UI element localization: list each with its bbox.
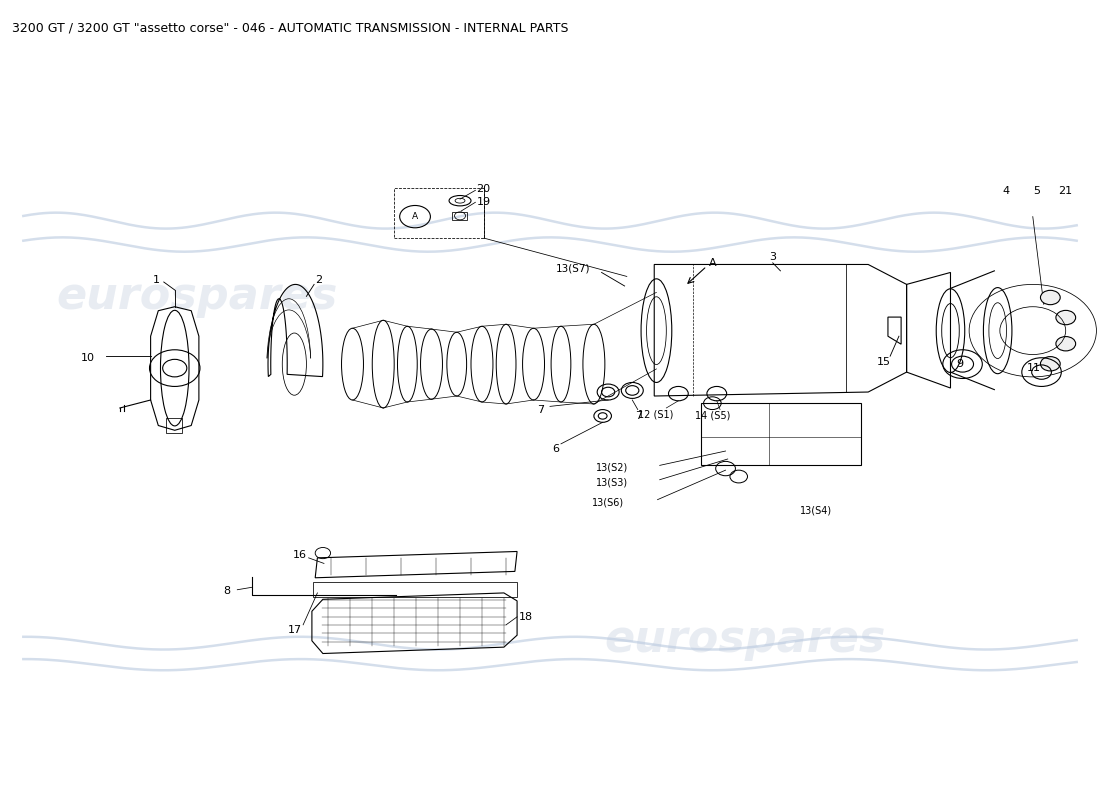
Bar [452, 212, 466, 220]
Text: 13(S4): 13(S4) [800, 505, 833, 515]
Bar [394, 188, 484, 238]
Text: A: A [412, 212, 418, 221]
Text: 3200 GT / 3200 GT "assetto corse" - 046 - AUTOMATIC TRANSMISSION - INTERNAL PART: 3200 GT / 3200 GT "assetto corse" - 046 … [12, 22, 569, 34]
Text: 8: 8 [223, 586, 230, 596]
Text: 6: 6 [552, 445, 559, 454]
Bar [314, 582, 517, 597]
Bar [166, 418, 183, 434]
Text: 5: 5 [1033, 186, 1039, 196]
Text: 20: 20 [476, 184, 491, 194]
Text: 1: 1 [153, 275, 159, 286]
Text: 16: 16 [294, 550, 307, 560]
Circle shape [1041, 290, 1060, 305]
Text: 4: 4 [1002, 186, 1009, 196]
Text: 13(S6): 13(S6) [592, 497, 624, 507]
Text: eurospares: eurospares [605, 618, 887, 661]
Text: 7: 7 [636, 411, 642, 421]
Text: 13(S7): 13(S7) [556, 263, 590, 274]
Text: 13(S2): 13(S2) [596, 462, 628, 473]
Text: 15: 15 [877, 357, 891, 366]
Text: 14 (S5): 14 (S5) [695, 411, 730, 421]
Text: eurospares: eurospares [56, 275, 338, 318]
Text: 3: 3 [769, 251, 777, 262]
Text: A: A [710, 258, 717, 268]
Bar [702, 403, 860, 466]
Text: 11: 11 [1027, 363, 1042, 373]
Circle shape [1056, 337, 1076, 351]
Text: 7: 7 [537, 405, 544, 414]
Circle shape [163, 359, 187, 377]
Circle shape [1041, 357, 1060, 371]
Circle shape [1056, 310, 1076, 325]
Text: 13(S3): 13(S3) [596, 477, 628, 487]
Text: 10: 10 [80, 353, 95, 362]
Text: 9: 9 [956, 359, 964, 369]
Text: 19: 19 [476, 198, 491, 207]
Text: 21: 21 [1058, 186, 1072, 196]
Text: 18: 18 [519, 612, 534, 622]
Text: 2: 2 [316, 275, 322, 286]
Text: 17: 17 [288, 625, 301, 634]
Text: 12 (S1): 12 (S1) [638, 410, 673, 419]
